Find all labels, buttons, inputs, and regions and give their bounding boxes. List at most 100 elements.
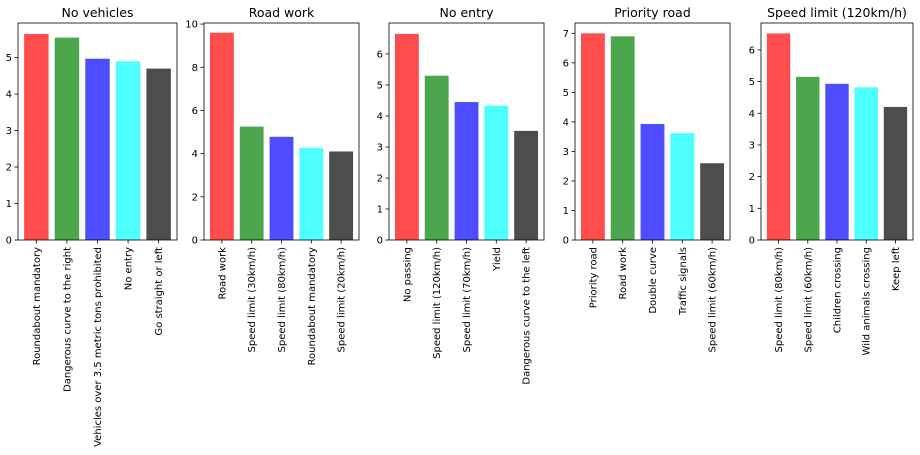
- y-tick-label: 1: [377, 205, 383, 216]
- bar: [825, 83, 849, 240]
- y-tick-label: 6: [563, 58, 569, 69]
- y-tick-label: 2: [749, 172, 755, 183]
- bar: [239, 126, 264, 240]
- y-tick-label: 2: [6, 163, 12, 174]
- x-tick-label: Wild animals crossing: [862, 247, 873, 355]
- x-tick-label: Speed limit (60km/h): [708, 247, 719, 353]
- bar: [394, 33, 419, 240]
- chart-title: Speed limit (120km/h): [767, 5, 907, 20]
- y-tick-label: 4: [377, 112, 383, 123]
- bar: [24, 33, 49, 240]
- bar: [766, 33, 791, 241]
- x-tick-label: Yield: [492, 247, 503, 272]
- x-tick-label: Speed limit (70km/h): [462, 247, 473, 353]
- bar: [269, 136, 294, 240]
- y-tick-label: 3: [749, 140, 755, 151]
- x-tick-label: Speed limit (60km/h): [803, 247, 814, 353]
- y-tick-label: 3: [377, 143, 383, 154]
- x-tick-label: Roundabout mandatory: [32, 247, 43, 366]
- bar: [670, 133, 695, 240]
- y-tick-label: 8: [192, 63, 198, 74]
- x-tick-label: Speed limit (80km/h): [277, 247, 288, 353]
- y-tick-label: 2: [377, 174, 383, 185]
- chart-panel-4: Priority road Priority road Road work Doubl…: [563, 5, 731, 353]
- y-tick-label: 0: [377, 236, 383, 247]
- bar: [54, 37, 80, 241]
- y-tick-label: 4: [563, 117, 569, 128]
- bar: [209, 32, 234, 240]
- bar: [610, 36, 635, 240]
- x-tick-label: No entry: [124, 247, 135, 290]
- x-tick-label: Dangerous curve to the right: [62, 247, 73, 392]
- y-tick-label: 4: [192, 149, 198, 160]
- y-tick-label: 6: [192, 106, 198, 117]
- y-tick-label: 6: [377, 50, 383, 61]
- axes-frame: [388, 22, 545, 241]
- x-tick-label: Speed limit (20km/h): [337, 247, 348, 353]
- bar: [640, 123, 665, 240]
- x-tick-label: Speed limit (80km/h): [774, 247, 785, 353]
- bar: [424, 75, 449, 240]
- y-tick-label: 4: [6, 90, 12, 101]
- bar: [796, 76, 820, 240]
- y-tick-label: 5: [749, 77, 755, 88]
- bar: [484, 105, 509, 241]
- y-tick-label: 5: [377, 81, 383, 92]
- x-tick-label: Road work: [217, 247, 228, 300]
- bar: [883, 106, 908, 240]
- y-tick-label: 2: [563, 176, 569, 187]
- x-tick-label: Priority road: [588, 247, 599, 308]
- bar: [85, 58, 110, 240]
- x-tick-label: Keep left: [891, 247, 902, 291]
- axes-frame: [760, 22, 914, 241]
- bar: [146, 68, 171, 240]
- x-tick-label: Road work: [618, 247, 629, 300]
- x-tick-label: Speed limit (120km/h): [432, 247, 443, 359]
- y-tick-label: 0: [6, 236, 12, 247]
- x-tick-label: Children crossing: [833, 247, 844, 333]
- chart-panel-2: Road work Road work Speed limit (30km/h) Sp…: [185, 5, 360, 366]
- chart-title: No vehicles: [61, 5, 133, 20]
- bar: [329, 151, 354, 240]
- bar: [299, 147, 324, 240]
- x-tick-label: Roundabout mandatory: [307, 247, 318, 366]
- y-tick-label: 3: [563, 147, 569, 158]
- chart-panel-1: No vehicles Roundabout mandatory Dangerous…: [6, 5, 178, 447]
- y-tick-label: 1: [563, 206, 569, 217]
- chart-title: No entry: [439, 5, 494, 20]
- y-tick-label: 0: [749, 236, 755, 247]
- chart-panel-3: No entry No passing Speed limit (120km/h) S…: [377, 5, 545, 385]
- bar: [854, 87, 878, 240]
- y-tick-label: 7: [563, 29, 569, 40]
- axes-frame: [203, 22, 360, 241]
- bar: [514, 130, 539, 240]
- y-tick-label: 6: [749, 45, 755, 56]
- bar: [700, 163, 725, 240]
- chart-panel-5: Speed limit (120km/h) Speed limit (80km/h…: [749, 5, 914, 355]
- x-tick-label: Go straight or left: [154, 247, 165, 336]
- x-tick-label: Dangerous curve to the left: [522, 247, 533, 385]
- bar: [454, 102, 479, 240]
- axes-frame: [17, 22, 178, 241]
- y-tick-label: 0: [563, 236, 569, 247]
- y-tick-label: 2: [192, 192, 198, 203]
- y-tick-label: 5: [6, 53, 12, 64]
- y-tick-label: 0: [192, 236, 198, 247]
- chart-title: Road work: [249, 5, 315, 20]
- y-tick-label: 5: [563, 88, 569, 99]
- x-tick-label: Vehicles over 3.5 metric tons prohibited: [93, 247, 104, 447]
- y-tick-label: 1: [6, 199, 12, 210]
- y-tick-label: 3: [6, 126, 12, 137]
- chart-title: Priority road: [614, 5, 691, 20]
- y-tick-label: 10: [185, 20, 198, 31]
- y-tick-label: 1: [749, 204, 755, 215]
- axes-frame: [574, 22, 731, 241]
- bar: [115, 61, 141, 240]
- y-tick-label: 4: [749, 109, 755, 120]
- x-tick-label: No passing: [402, 247, 413, 302]
- x-tick-label: Double curve: [648, 247, 659, 314]
- x-tick-label: Speed limit (30km/h): [247, 247, 258, 353]
- bar: [580, 33, 605, 240]
- x-tick-label: Traffic signals: [678, 247, 689, 316]
